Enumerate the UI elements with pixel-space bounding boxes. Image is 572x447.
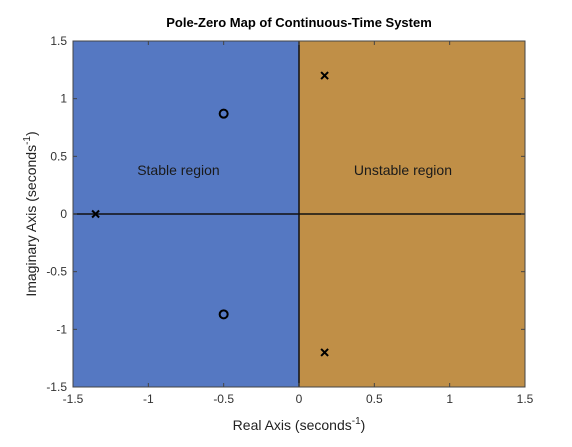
x-tick-label: 0.5 bbox=[366, 392, 383, 406]
region-stable-label: Stable region bbox=[137, 162, 220, 178]
x-tick-label: 1 bbox=[446, 392, 453, 406]
x-tick-label: -1.5 bbox=[63, 392, 84, 406]
y-axis-label-close: ) bbox=[23, 131, 39, 136]
x-axis-label: Real Axis (seconds-1) bbox=[233, 416, 366, 433]
y-tick-label: -1 bbox=[56, 322, 67, 336]
y-tick-label: 1.5 bbox=[50, 34, 67, 48]
x-tick-label: 1.5 bbox=[517, 392, 534, 406]
y-tick-label: -0.5 bbox=[46, 265, 67, 279]
x-tick-label: -1 bbox=[143, 392, 154, 406]
y-axis-label: Imaginary Axis (seconds-1) bbox=[22, 131, 39, 296]
y-tick-label: 1 bbox=[60, 92, 67, 106]
y-tick-label: 0.5 bbox=[50, 149, 67, 163]
x-axis-label-text: Real Axis (seconds bbox=[233, 417, 352, 433]
region-unstable-label: Unstable region bbox=[354, 162, 452, 178]
x-axis-label-close: ) bbox=[361, 417, 366, 433]
x-tick-label: 0 bbox=[296, 392, 303, 406]
y-tick-label: 0 bbox=[60, 207, 67, 221]
y-tick-label: -1.5 bbox=[46, 380, 67, 394]
x-tick-label: -0.5 bbox=[213, 392, 234, 406]
y-axis-label-text: Imaginary Axis (seconds bbox=[23, 145, 39, 297]
chart-title: Pole-Zero Map of Continuous-Time System bbox=[166, 15, 432, 30]
